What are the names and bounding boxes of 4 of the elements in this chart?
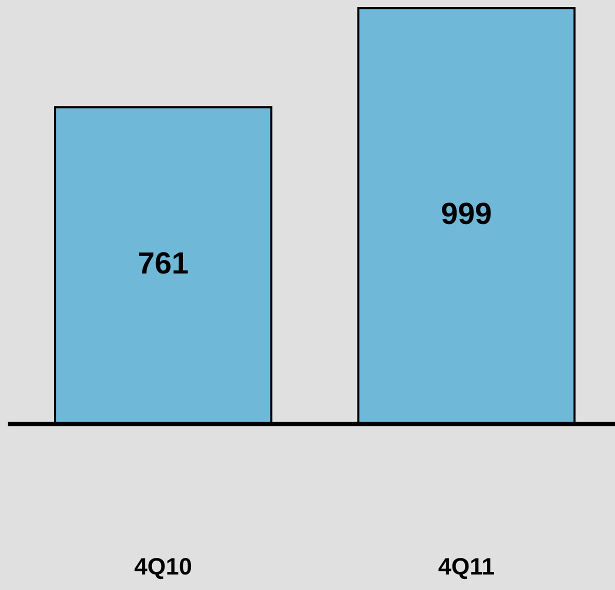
x-tick-label: 4Q11 <box>438 558 494 580</box>
data-label: 761 <box>138 252 188 274</box>
x-tick-label: 4Q10 <box>134 558 192 580</box>
data-label: 999 <box>442 202 491 224</box>
